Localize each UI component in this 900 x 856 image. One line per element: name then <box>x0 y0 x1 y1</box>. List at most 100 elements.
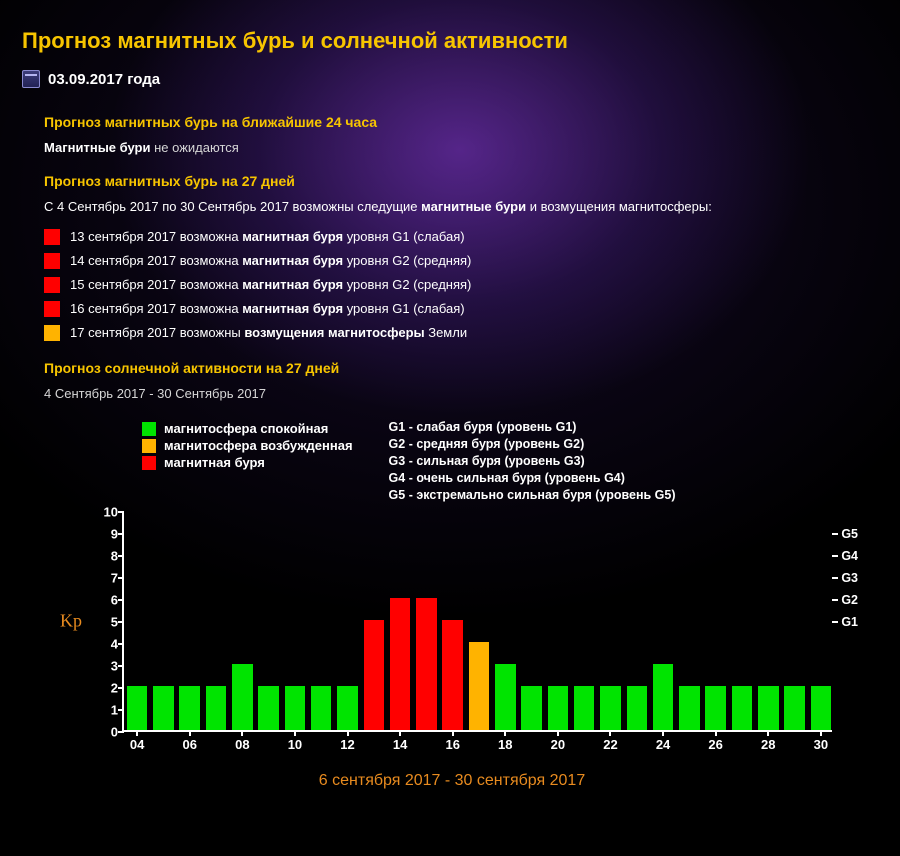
section-27d: Прогноз магнитных бурь на 27 дней С 4 Се… <box>22 173 878 342</box>
right-tick <box>832 555 838 557</box>
x-tick <box>820 730 822 736</box>
y-tick-label: 9 <box>96 527 118 542</box>
storm-text: 16 сентября 2017 возможна магнитная буря… <box>70 300 465 318</box>
x-tick <box>609 730 611 736</box>
chart-bar <box>679 686 700 730</box>
section-27d-intro: С 4 Сентябрь 2017 по 30 Сентябрь 2017 во… <box>44 199 878 214</box>
x-tick-label: 20 <box>551 737 565 752</box>
y-tick <box>118 665 124 667</box>
y-tick-label: 8 <box>96 549 118 564</box>
chart-bar <box>495 664 516 730</box>
x-tick <box>294 730 296 736</box>
right-tick <box>832 577 838 579</box>
storm-text: 13 сентября 2017 возможна магнитная буря… <box>70 228 465 246</box>
storm-row: 14 сентября 2017 возможна магнитная буря… <box>44 252 878 270</box>
g-level-line: G2 - средняя буря (уровень G2) <box>389 436 676 453</box>
chart-legend: магнитосфера спокойная магнитосфера возбу… <box>142 419 353 504</box>
x-tick <box>504 730 506 736</box>
y-tick-label: 2 <box>96 681 118 696</box>
x-tick-label: 08 <box>235 737 249 752</box>
legend-item: магнитосфера спокойная <box>142 421 353 436</box>
y-tick <box>118 687 124 689</box>
x-tick <box>189 730 191 736</box>
x-tick <box>557 730 559 736</box>
g-level-descriptions: G1 - слабая буря (уровень G1)G2 - средня… <box>389 419 676 504</box>
x-tick-label: 10 <box>288 737 302 752</box>
chart-bar <box>390 598 411 730</box>
chart-bar <box>311 686 332 730</box>
date-row: 03.09.2017 года <box>22 70 878 88</box>
x-tick-label: 04 <box>130 737 144 752</box>
y-tick <box>118 621 124 623</box>
y-tick-label: 5 <box>96 615 118 630</box>
legend-item: магнитная буря <box>142 455 353 470</box>
chart-bar <box>705 686 726 730</box>
legend-label: магнитосфера спокойная <box>164 421 328 436</box>
y-tick-label: 0 <box>96 725 118 740</box>
x-tick <box>662 730 664 736</box>
date-text: 03.09.2017 года <box>48 71 160 88</box>
storm-text: 14 сентября 2017 возможна магнитная буря… <box>70 252 471 270</box>
kp-axis-label: Kp <box>60 611 82 632</box>
y-tick-label: 6 <box>96 593 118 608</box>
right-tick <box>832 621 838 623</box>
chart-bar <box>179 686 200 730</box>
storm-row: 17 сентября 2017 возможны возмущения маг… <box>44 324 878 342</box>
x-tick <box>715 730 717 736</box>
section-solar-heading: Прогноз солнечной активности на 27 дней <box>44 360 878 376</box>
intro-bold: магнитные бури <box>421 199 526 214</box>
x-tick-label: 24 <box>656 737 670 752</box>
legend-swatch <box>142 456 156 470</box>
storm-swatch <box>44 301 60 317</box>
y-tick <box>118 533 124 535</box>
y-tick-label: 4 <box>96 637 118 652</box>
chart-bar <box>469 642 490 730</box>
x-tick <box>347 730 349 736</box>
calendar-icon <box>22 70 40 88</box>
storm-list: 13 сентября 2017 возможна магнитная буря… <box>44 228 878 342</box>
chart-bar <box>784 686 805 730</box>
chart-bar <box>521 686 542 730</box>
chart-bar <box>258 686 279 730</box>
chart-bar <box>627 686 648 730</box>
y-tick-label: 7 <box>96 571 118 586</box>
storm-row: 13 сентября 2017 возможна магнитная буря… <box>44 228 878 246</box>
y-tick <box>118 511 124 513</box>
chart-x-title: 6 сентября 2017 - 30 сентября 2017 <box>42 772 862 790</box>
right-tick-label: G5 <box>841 527 858 541</box>
y-tick-label: 1 <box>96 703 118 718</box>
storm-swatch <box>44 229 60 245</box>
y-tick <box>118 731 124 733</box>
chart: магнитосфера спокойная магнитосфера возбу… <box>42 419 862 790</box>
section-24h-heading: Прогноз магнитных бурь на ближайшие 24 ч… <box>44 114 878 130</box>
x-tick-label: 22 <box>603 737 617 752</box>
chart-bar <box>364 620 385 730</box>
chart-bar <box>153 686 174 730</box>
chart-bar <box>653 664 674 730</box>
right-tick-label: G4 <box>841 549 858 563</box>
page-title: Прогноз магнитных бурь и солнечной актив… <box>22 28 878 54</box>
chart-bar <box>574 686 595 730</box>
g-level-line: G5 - экстремально сильная буря (уровень … <box>389 487 676 504</box>
not-expected-text: не ожидаются <box>151 140 239 155</box>
chart-bar <box>758 686 779 730</box>
right-tick-label: G1 <box>841 615 858 629</box>
g-level-line: G1 - слабая буря (уровень G1) <box>389 419 676 436</box>
x-tick-label: 06 <box>183 737 197 752</box>
chart-bar <box>232 664 253 730</box>
x-tick-label: 14 <box>393 737 407 752</box>
x-tick <box>136 730 138 736</box>
page-root: Прогноз магнитных бурь и солнечной актив… <box>0 0 900 856</box>
g-level-line: G4 - очень сильная буря (уровень G4) <box>389 470 676 487</box>
chart-bar <box>811 686 832 730</box>
storm-row: 15 сентября 2017 возможна магнитная буря… <box>44 276 878 294</box>
chart-bar <box>548 686 569 730</box>
legend-label: магнитосфера возбужденная <box>164 438 353 453</box>
y-tick-label: 10 <box>96 505 118 520</box>
y-tick <box>118 577 124 579</box>
x-tick <box>399 730 401 736</box>
chart-bar <box>285 686 306 730</box>
chart-bar <box>337 686 358 730</box>
x-tick-label: 28 <box>761 737 775 752</box>
storm-text: 15 сентября 2017 возможна магнитная буря… <box>70 276 471 294</box>
